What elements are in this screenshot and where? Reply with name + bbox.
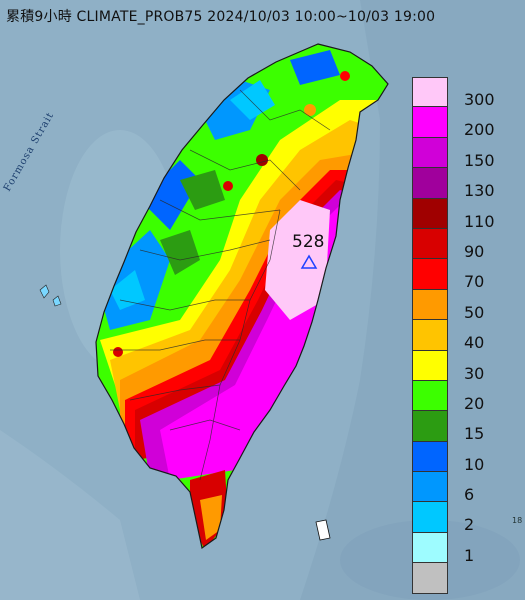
legend-swatch [412,107,448,138]
legend-swatch [412,320,448,351]
legend-swatch [412,350,448,381]
legend-swatch [412,228,448,260]
penghu-islands [39,284,62,307]
legend-label: 300 [464,90,495,109]
legend-label: 110 [464,211,495,231]
map-title: 累積9小時 CLIMATE_PROB75 2024/10/03 10:00~10… [6,9,436,25]
legend-swatch [412,563,448,594]
legend-row: 200 [412,107,508,140]
green-island [315,519,331,541]
legend-swatch [412,502,448,533]
county-boundaries [110,89,331,481]
color-legend: 300 200 150 130 110 90 70 50 40 30 20 15 10 6 2 1 [412,77,508,594]
legend-label: 2 [464,515,475,535]
max-value-label: 528 [292,232,325,252]
legend-swatch [412,137,448,169]
legend-label: 70 [464,272,485,292]
legend-label: 40 [464,333,485,353]
legend-row: 70 [412,259,508,292]
legend-label: 130 [464,181,495,201]
legend-row: 6 [412,472,508,505]
legend-swatch [412,198,448,229]
legend-row: 2 [412,502,508,535]
legend-swatch [412,472,448,503]
max-marker [300,254,318,269]
legend-row: 1 [412,532,508,565]
legend-label: 50 [464,302,485,322]
legend-label: 6 [464,485,475,505]
legend-label: 30 [464,363,485,383]
legend-label: 150 [464,150,495,170]
legend-row: 50 [412,289,508,322]
legend-row: 15 [412,411,508,444]
legend-label: 10 [464,454,485,474]
legend-swatch [412,77,448,108]
legend-row: 10 [412,441,508,474]
legend-row: 40 [412,320,508,353]
legend-row: 130 [412,168,508,201]
legend-row: 110 [412,198,508,231]
legend-swatch [412,380,448,412]
legend-swatch [412,259,448,290]
legend-row: 20 [412,380,508,413]
legend-row [412,563,508,594]
legend-row: 150 [412,137,508,170]
legend-row: 30 [412,350,508,383]
legend-row: 300 [412,77,508,109]
legend-row: 90 [412,228,508,261]
legend-swatch [412,411,448,442]
legend-label: 200 [464,120,495,140]
coastline [95,43,389,550]
legend-label: 90 [464,241,485,261]
legend-label: 20 [464,393,485,413]
legend-swatch [412,168,448,199]
legend-label: 1 [464,545,475,565]
legend-swatch [412,532,448,564]
corner-label: 18 [512,516,523,525]
legend-label: 15 [464,424,485,444]
taiwan-rainfall [96,44,388,548]
legend-swatch [412,441,448,473]
legend-swatch [412,289,448,321]
